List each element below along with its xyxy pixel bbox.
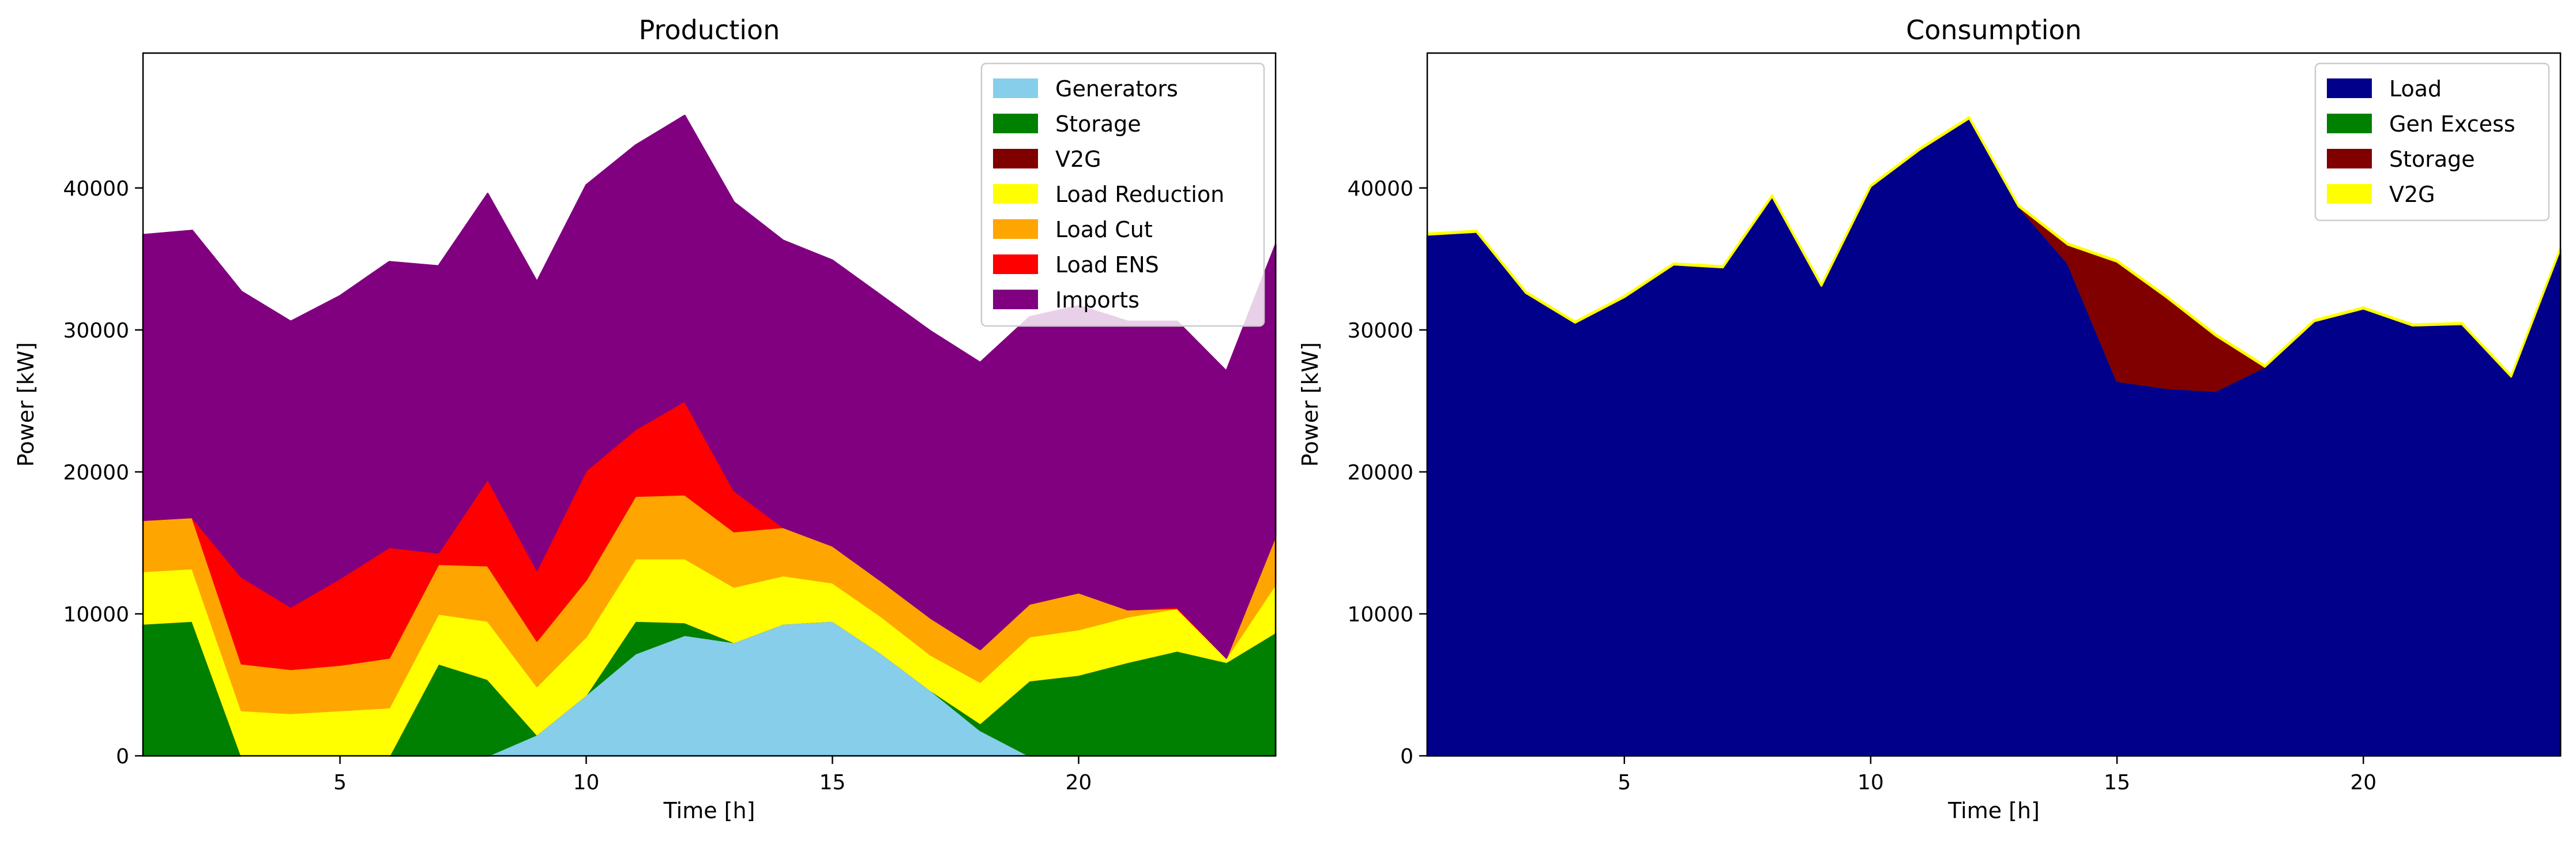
x-tick-label: 15 [819,771,846,794]
legend-swatch-load [2327,78,2372,98]
x-tick-label: 20 [1066,771,1092,794]
legend-label-gen-excess: Gen Excess [2389,111,2515,137]
plot-frame [142,52,1277,757]
x-tick-label: 10 [573,771,600,794]
legend-label-load-ens: Load ENS [1055,252,1159,278]
production-panel: Production Time [h] Power [kW] 5 10 15 20 0 1… [13,14,1277,823]
y-axis-label: Power [kW] [1298,342,1323,467]
legend-swatch-imports [993,290,1038,309]
legend-box [2314,62,2550,222]
legend-label-v2g: V2G [2389,182,2435,207]
legend-label-imports: Imports [1055,287,1140,313]
y-tick-label: 10000 [63,603,129,627]
y-tick-label: 30000 [63,319,129,343]
legend-label-v2g: V2G [1055,147,1101,172]
legend-swatch-gen-excess [2327,114,2372,133]
consumption-panel: Consumption Time [h] Power [kW] 5 10 15 200… [1298,14,2562,823]
legend-swatch-v2g [2327,184,2372,204]
legend-swatch-load-ens [993,254,1038,274]
legend: Generators Storage V2G Load Reduction Load C… [980,62,1265,327]
y-tick-label: 40000 [1347,177,1413,201]
axes: 5 10 15 20 0 10000 20000 30000 40000 [63,52,1277,794]
legend-swatch-storage [2327,149,2372,168]
x-tick-label: 5 [333,771,347,794]
legend-swatch-generators [993,78,1038,98]
legend-swatch-load-cut [993,219,1038,239]
legend-label-load: Load [2389,76,2442,102]
y-tick-label: 20000 [1347,461,1413,485]
legend-label-storage: Storage [2389,147,2475,172]
chart-title: Production [639,14,780,46]
y-tick-label: 0 [116,745,129,769]
legend-swatch-v2g [993,149,1038,168]
x-tick-label: 15 [2104,771,2130,794]
legend-box [980,62,1265,327]
legend: Load Gen Excess Storage V2G [2314,62,2550,222]
y-tick-label: 40000 [63,177,129,201]
y-tick-label: 0 [1400,745,1413,769]
y-axis-label: Power [kW] [13,342,39,467]
x-tick-label: 20 [2350,771,2376,794]
area-layers [142,114,1277,757]
chart-title: Consumption [1906,14,2082,46]
plot-frame [1426,52,2562,757]
legend-label-storage: Storage [1055,111,1141,137]
y-tick-label: 20000 [63,461,129,485]
x-axis-label: Time [h] [1947,798,2040,823]
x-axis-label: Time [h] [663,798,755,823]
y-tick-label: 30000 [1347,319,1413,343]
axes: 5 10 15 20 0 10000 20000 30000 40000 [1347,52,2562,794]
legend-swatch-load-reduction [993,184,1038,204]
legend-label-load-cut: Load Cut [1055,217,1153,242]
y-tick-label: 10000 [1347,603,1413,627]
x-tick-label: 5 [1618,771,1631,794]
legend-label-load-reduction: Load Reduction [1055,182,1224,207]
legend-label-generators: Generators [1055,76,1178,102]
legend-swatch-storage [993,114,1038,133]
x-tick-label: 10 [1857,771,1884,794]
